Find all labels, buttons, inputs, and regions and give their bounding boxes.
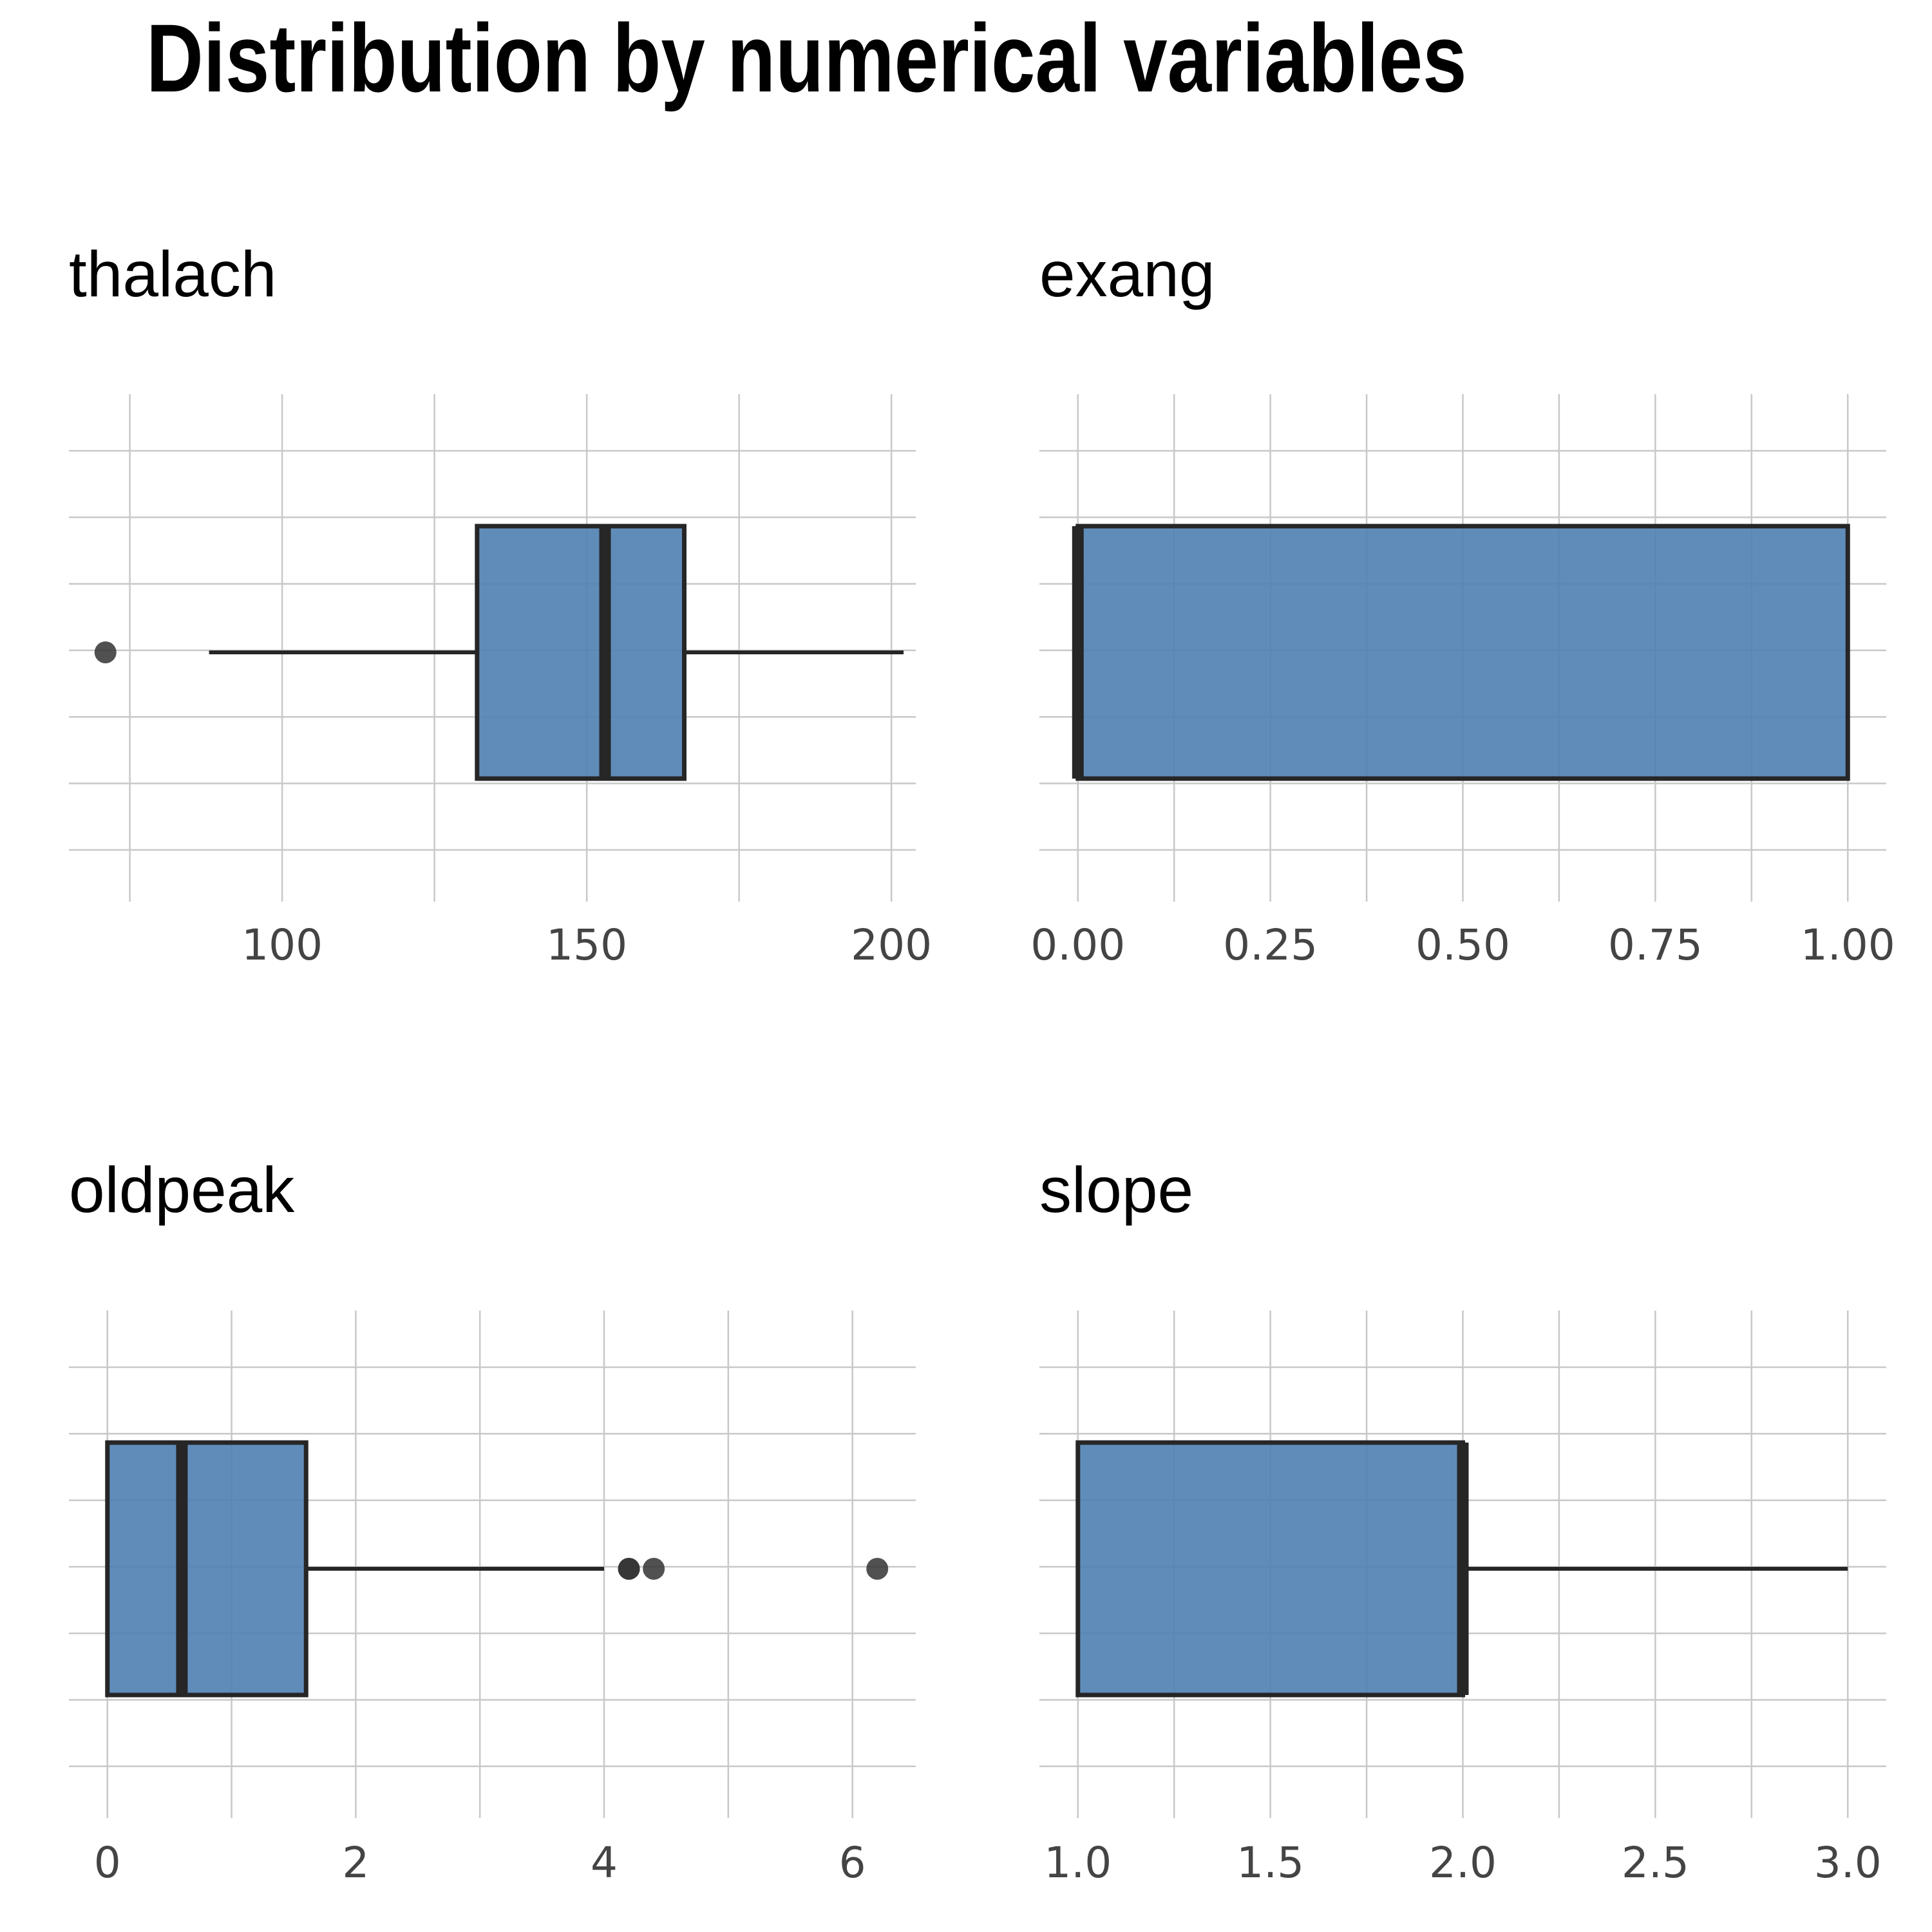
x-tick-label: 100	[242, 920, 323, 970]
panel-title: thalach	[69, 238, 276, 310]
panel-slope: 1.0 1.5 2.0 2.5 3.0 slope	[1039, 1154, 1886, 1888]
x-tick-label: 150	[546, 920, 627, 970]
outlier-point	[618, 1558, 640, 1580]
x-tick-label: 6	[839, 1838, 866, 1888]
iqr-box	[1075, 1440, 1465, 1698]
x-tick-label: 2.5	[1622, 1838, 1689, 1888]
panel-title: exang	[1039, 238, 1215, 310]
outlier-point	[643, 1558, 665, 1580]
x-tick-label: 2	[342, 1838, 369, 1888]
chart-title: Distribution by numerical variables	[146, 4, 1467, 112]
panel-title: oldpeak	[69, 1154, 295, 1226]
x-tick-label: 1.0	[1044, 1838, 1112, 1888]
x-tick-label: 200	[851, 920, 932, 970]
x-tick-label: 1.00	[1801, 920, 1895, 970]
iqr-box	[475, 524, 687, 781]
panel-exang: 0.00 0.25 0.50 0.75 1.00 exang	[1030, 238, 1895, 970]
iqr-box	[1075, 524, 1850, 781]
vertical-gridlines	[129, 394, 893, 902]
iqr-box	[105, 1440, 308, 1698]
x-tick-label: 0	[94, 1838, 121, 1888]
x-tick-label: 0.50	[1416, 920, 1510, 970]
x-tick-label: 3.0	[1814, 1838, 1882, 1888]
panel-title: slope	[1039, 1154, 1193, 1226]
outlier-point	[866, 1558, 889, 1580]
x-tick-label: 2.0	[1429, 1838, 1497, 1888]
panel-thalach: 100 150 200 thalach	[69, 238, 932, 970]
outlier-point	[94, 641, 117, 663]
x-tick-label: 0.25	[1223, 920, 1318, 970]
x-tick-label: 0.75	[1608, 920, 1703, 970]
x-tick-label: 1.5	[1236, 1838, 1304, 1888]
panel-oldpeak: 0 2 4 6 oldpeak	[69, 1154, 916, 1888]
x-tick-label: 4	[591, 1838, 618, 1888]
x-tick-label: 0.00	[1030, 920, 1125, 970]
